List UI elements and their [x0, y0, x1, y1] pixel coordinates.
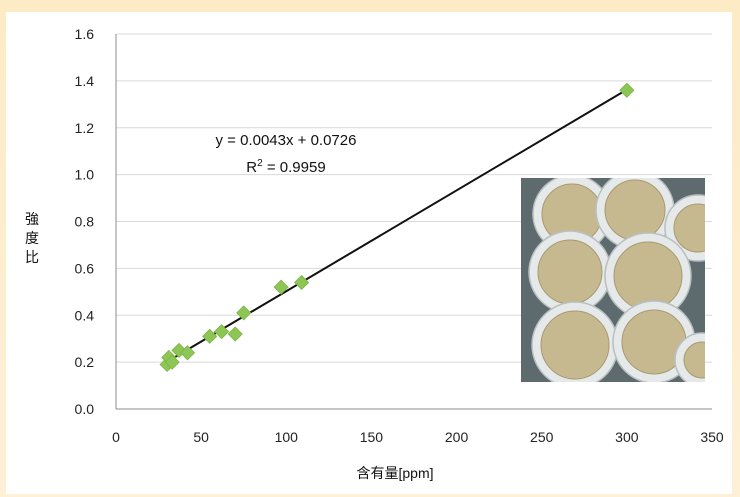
data-point [236, 305, 252, 321]
x-tick-label: 250 [530, 429, 554, 445]
inset-photo [521, 178, 705, 382]
y-axis-label-char: 比 [25, 249, 39, 265]
axes [115, 34, 712, 410]
y-axis-label: 強度比 [25, 211, 39, 265]
x-tick-label: 200 [445, 429, 469, 445]
y-tick-label: 1.2 [75, 120, 95, 136]
x-tick-label: 150 [360, 429, 384, 445]
grid-lines [116, 33, 712, 363]
x-axis-label: 含有量[ppm] [356, 465, 433, 481]
r-squared-r: R [246, 159, 257, 176]
sample-powder [540, 310, 610, 380]
data-point [202, 328, 218, 344]
y-tick-label: 1.0 [75, 167, 95, 183]
trendline-equation: y = 0.0043x + 0.0726 [216, 132, 357, 149]
sample-powder [537, 239, 603, 305]
sample-powder [673, 203, 705, 253]
data-point [294, 274, 310, 291]
y-tick-label: 0.4 [75, 307, 95, 323]
r-squared-label: R2 = 0.9959 [246, 158, 325, 176]
y-tick-label: 1.6 [75, 26, 95, 42]
x-tick-label: 100 [275, 429, 299, 445]
y-tick-labels: 0.0 0.2 0.4 0.6 0.8 1.0 1.2 1.4 1.6 [75, 26, 95, 417]
r-squared-superscript: 2 [257, 158, 263, 169]
x-tick-label: 350 [700, 429, 724, 445]
data-points [159, 82, 635, 373]
data-point [179, 345, 196, 361]
x-tick-labels: 0 50 100 150 200 250 300 350 [112, 429, 724, 445]
photo-cups [528, 178, 705, 382]
y-tick-label: 0.2 [75, 354, 95, 370]
data-point [164, 354, 180, 370]
r-squared-value: = 0.9959 [263, 159, 326, 176]
x-tick-label: 0 [112, 429, 120, 445]
y-axis-label-char: 強 [25, 211, 39, 227]
sample-powder [604, 179, 666, 241]
y-tick-label: 1.4 [75, 73, 95, 89]
data-point [619, 82, 635, 98]
data-point [214, 324, 230, 340]
y-tick-label: 0.8 [75, 214, 95, 230]
sample-powder [683, 341, 705, 379]
y-axis-label-char: 度 [25, 230, 39, 246]
y-tick-label: 0.0 [75, 401, 95, 417]
y-tick-label: 0.6 [75, 260, 95, 276]
data-point [273, 279, 289, 295]
x-tick-label: 300 [615, 429, 639, 445]
x-tick-label: 50 [193, 429, 209, 445]
sample-powder [613, 241, 683, 311]
data-point [227, 326, 243, 342]
